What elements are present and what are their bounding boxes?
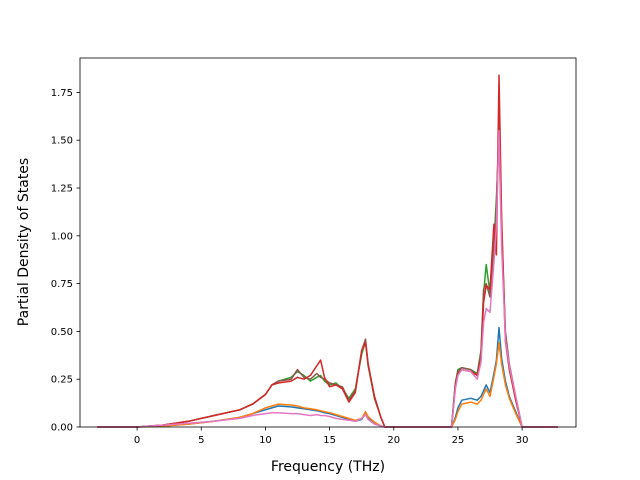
- y-tick-label: 0.75: [51, 279, 73, 290]
- x-axis-title: Frequency (THz): [271, 459, 385, 475]
- y-axis-ticks: 0.00 0.25 0.50 0.75 1.00 1.25 1.50 1.75: [51, 88, 80, 434]
- series-line-5: [97, 74, 558, 428]
- x-tick-label: 0: [134, 435, 140, 446]
- y-tick-label: 1.75: [51, 88, 73, 99]
- x-tick-label: 15: [323, 435, 336, 446]
- series-line-6: [97, 129, 558, 428]
- series-layer: [97, 74, 558, 428]
- plot-frame: [79, 57, 577, 428]
- series-line-2: [97, 342, 558, 428]
- x-tick-label: 10: [259, 435, 272, 446]
- y-axis-title: Partial Density of States: [16, 158, 32, 326]
- y-tick-label: 1.50: [51, 136, 73, 147]
- y-tick-label: 0.50: [51, 327, 73, 338]
- x-tick-label: 25: [452, 435, 465, 446]
- y-tick-label: 1.00: [51, 231, 73, 242]
- x-tick-label: 5: [198, 435, 204, 446]
- x-tick-label: 20: [387, 435, 400, 446]
- y-tick-label: 0.00: [51, 423, 73, 434]
- x-tick-label: 30: [516, 435, 529, 446]
- y-tick-label: 0.25: [51, 375, 73, 386]
- x-axis-ticks: 0 5 10 15 20 25 30: [134, 427, 529, 446]
- y-tick-label: 1.25: [51, 184, 73, 195]
